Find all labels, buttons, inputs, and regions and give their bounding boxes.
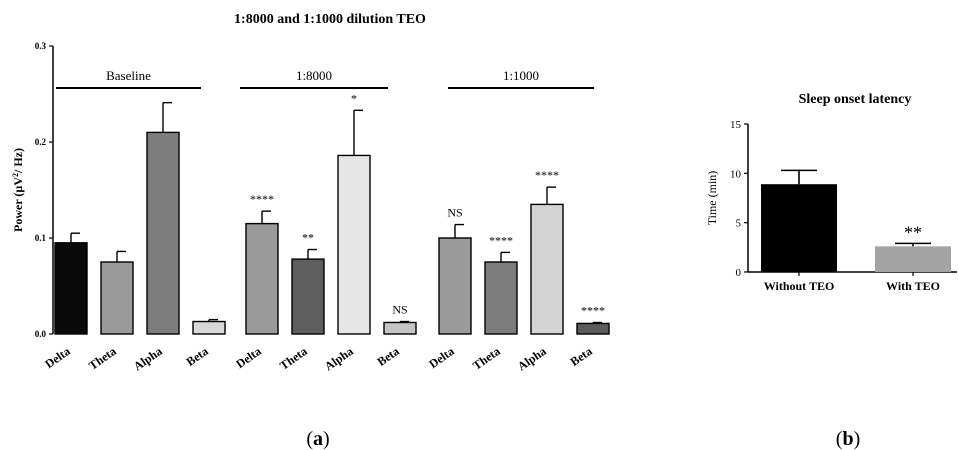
panel-b-bars: Without TEO ** With TEO bbox=[761, 169, 951, 293]
y-tick-label: 0.3 bbox=[35, 41, 47, 51]
y-tick-label: 10 bbox=[730, 168, 742, 180]
bar bbox=[245, 222, 279, 335]
panel-b-letter: b bbox=[842, 428, 853, 450]
bar bbox=[761, 184, 837, 272]
y-tick-label: 5 bbox=[736, 218, 742, 230]
x-tick-label: Theta bbox=[86, 344, 119, 373]
x-tick-label: Alpha bbox=[515, 344, 549, 373]
y-tick-label: 0.0 bbox=[35, 329, 47, 339]
significance-label: NS bbox=[447, 206, 462, 220]
x-tick-label: Delta bbox=[42, 344, 72, 371]
panel-b-y-axis-label: Time (min) bbox=[705, 171, 719, 226]
x-tick-label: Delta bbox=[233, 344, 263, 371]
panel-a: 1:8000 and 1:1000 dilution TEO Power (µV… bbox=[11, 12, 610, 450]
group-label: 1:8000 bbox=[296, 68, 332, 83]
bar bbox=[192, 320, 226, 335]
x-tick-label: Alpha bbox=[322, 344, 356, 373]
bar bbox=[54, 242, 88, 335]
panel-a-letter: a bbox=[313, 428, 323, 450]
significance-label: **** bbox=[535, 168, 559, 182]
panel-a-groups: Baseline 1:8000 1:1000 bbox=[56, 68, 594, 89]
panel-b-y-label: Time (min) bbox=[705, 171, 719, 226]
y-tick-label: 0.1 bbox=[35, 233, 47, 243]
bar bbox=[530, 203, 564, 335]
y-tick-label: 0.2 bbox=[35, 137, 47, 147]
x-tick-label: Beta bbox=[375, 344, 402, 369]
significance-label: NS bbox=[392, 303, 407, 317]
x-tick-label: Alpha bbox=[131, 344, 165, 373]
x-tick-label: With TEO bbox=[886, 279, 940, 293]
panel-a-y-axis: 0.0 0.1 0.2 0.3 bbox=[35, 41, 54, 339]
y-label-prefix: Power (µV bbox=[11, 177, 25, 232]
significance-label: ** bbox=[302, 231, 314, 245]
panel-b: Sleep onset latency Time (min) 0 5 10 15 Wi… bbox=[705, 92, 957, 450]
svg-text:Power (µV2/ Hz): Power (µV2/ Hz) bbox=[11, 148, 26, 232]
bar bbox=[100, 261, 134, 335]
significance-label: * bbox=[351, 91, 357, 105]
y-tick-label: 15 bbox=[730, 119, 742, 131]
x-tick-label: Beta bbox=[568, 344, 595, 369]
bar bbox=[337, 154, 371, 335]
significance-label: **** bbox=[250, 192, 274, 206]
panel-a-caption: (a) bbox=[306, 428, 329, 450]
bar bbox=[383, 321, 417, 335]
x-tick-label: Theta bbox=[277, 344, 310, 373]
bar bbox=[484, 261, 518, 335]
panel-a-title: 1:8000 and 1:1000 dilution TEO bbox=[234, 12, 426, 27]
group-label: 1:1000 bbox=[503, 68, 539, 83]
significance-label: ** bbox=[904, 222, 922, 242]
group-label: Baseline bbox=[106, 68, 151, 83]
significance-label: **** bbox=[581, 303, 605, 317]
bar bbox=[875, 246, 951, 272]
significance-label: **** bbox=[489, 233, 513, 247]
x-tick-label: Without TEO bbox=[764, 279, 835, 293]
y-label-suffix: / Hz) bbox=[11, 148, 25, 174]
x-tick-label: Beta bbox=[184, 344, 211, 369]
x-tick-label: Theta bbox=[470, 344, 503, 373]
panel-b-title: Sleep onset latency bbox=[799, 92, 912, 107]
y-tick-label: 0 bbox=[736, 267, 742, 279]
panel-b-caption: (b) bbox=[836, 428, 860, 450]
bar bbox=[576, 322, 610, 335]
panel-a-y-axis-label: Power (µV2/ Hz) bbox=[11, 148, 26, 232]
panel-a-bars: Delta Theta Alpha Beta **** Delta ** Theta * Alph… bbox=[42, 91, 610, 373]
bar bbox=[438, 237, 472, 335]
bar bbox=[146, 131, 180, 335]
bar bbox=[291, 258, 325, 335]
x-tick-label: Delta bbox=[426, 344, 456, 371]
y-label-sup: 2 bbox=[11, 173, 20, 177]
